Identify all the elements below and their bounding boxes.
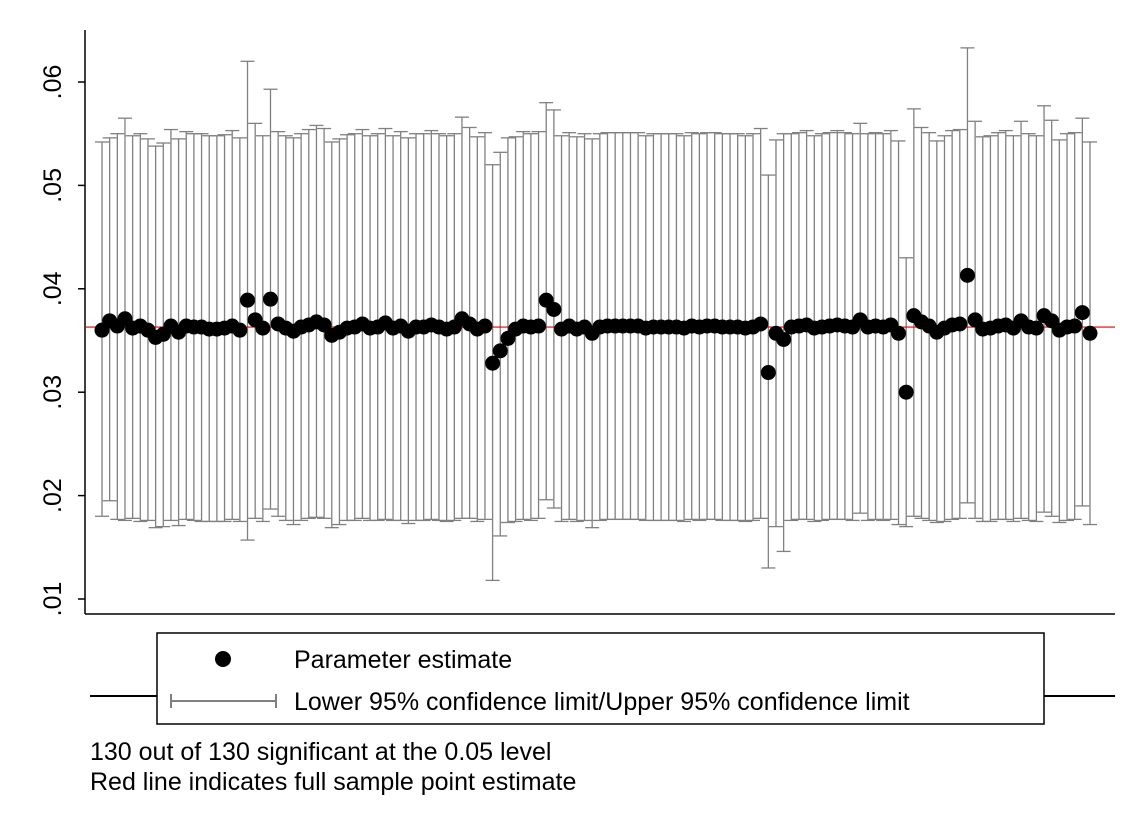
estimate-point — [477, 318, 493, 334]
estimate-point — [232, 322, 248, 338]
estimate-point — [262, 291, 278, 307]
estimate-point — [959, 267, 975, 283]
estimate-point — [1028, 320, 1044, 336]
estimate-point — [760, 365, 776, 381]
legend-ci-symbol — [170, 694, 277, 708]
estimate-point — [240, 292, 256, 308]
ci-bar — [485, 164, 500, 582]
estimate-point — [1074, 305, 1090, 321]
estimate-point — [891, 325, 907, 341]
y-tick-label: .03 — [39, 375, 67, 410]
estimate-point — [1082, 325, 1098, 341]
legend: Parameter estimate Lower 95% confidence … — [90, 632, 1115, 725]
estimate-point — [255, 320, 271, 336]
note-significance: 130 out of 130 significant at the 0.05 l… — [90, 738, 552, 766]
y-tick-label: .04 — [39, 271, 67, 306]
note-red-line: Red line indicates full sample point est… — [90, 768, 577, 796]
legend-label-estimate: Parameter estimate — [294, 646, 512, 674]
y-tick-label: .02 — [39, 478, 67, 513]
estimate-point — [952, 316, 968, 332]
y-tick-label: .01 — [39, 582, 67, 617]
ci-layer — [95, 47, 1097, 582]
marker-layer — [94, 267, 1098, 400]
legend-label-ci: Lower 95% confidence limit/Upper 95% con… — [294, 688, 910, 716]
estimate-point — [776, 331, 792, 347]
y-tick-label: .05 — [39, 168, 67, 203]
estimate-point — [1067, 318, 1083, 334]
estimate-point — [485, 355, 501, 371]
estimate-point — [753, 316, 769, 332]
estimate-point — [546, 301, 562, 317]
legend-box — [156, 632, 1045, 725]
y-tick-label: .06 — [39, 65, 67, 100]
estimate-point — [492, 343, 508, 359]
legend-marker-symbol — [215, 651, 231, 667]
estimate-point — [898, 384, 914, 400]
estimate-point — [531, 318, 547, 334]
ci-bar — [500, 137, 515, 524]
estimate-point — [316, 317, 332, 333]
ytick-layer: .01 .02 .03 .04 .05 .06 — [39, 65, 85, 617]
axes-layer — [84, 30, 1115, 615]
